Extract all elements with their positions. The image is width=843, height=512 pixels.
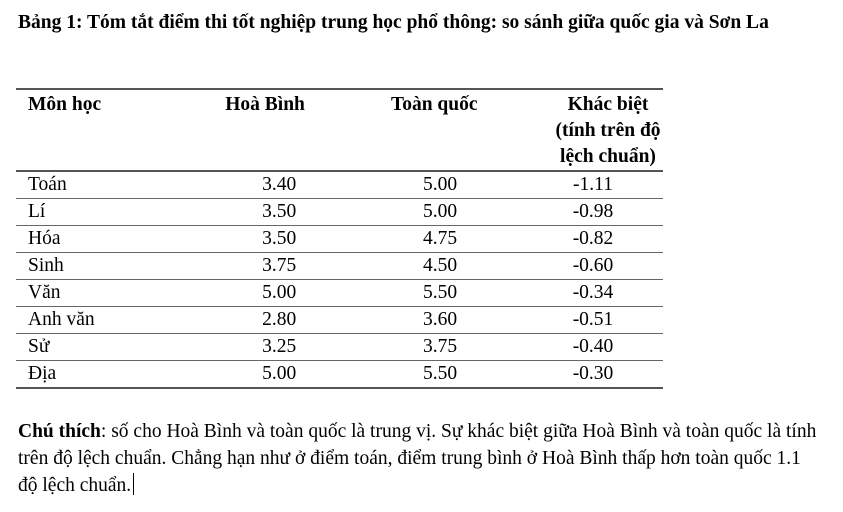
cell-subject: Lí — [16, 198, 202, 226]
cell-subject: Văn — [16, 279, 202, 307]
table-row: Anh văn 2.80 3.60 -0.51 — [16, 306, 663, 334]
table-row: Toán 3.40 5.00 -1.11 — [16, 171, 663, 199]
cell-difference: -0.51 — [523, 306, 663, 334]
header-national: Toàn quốc — [391, 94, 478, 115]
cell-hoa-binh: 3.50 — [201, 225, 357, 253]
cell-difference: -0.40 — [523, 333, 663, 361]
cell-hoa-binh: 3.75 — [201, 252, 357, 280]
cell-difference: -0.30 — [523, 360, 663, 389]
cell-national: 4.50 — [357, 252, 523, 280]
cell-difference: -0.82 — [523, 225, 663, 253]
footnote: Chú thích: số cho Hoà Bình và toàn quốc … — [18, 418, 818, 499]
cell-hoa-binh: 5.00 — [201, 279, 357, 307]
cell-subject: Hóa — [16, 225, 202, 253]
cell-subject: Toán — [16, 171, 202, 199]
text-cursor — [133, 473, 135, 495]
cell-difference: -1.11 — [523, 171, 663, 199]
cell-national: 5.00 — [357, 198, 523, 226]
cell-hoa-binh: 3.50 — [201, 198, 357, 226]
header-hoa-binh: Hoà Bình — [225, 94, 305, 115]
cell-hoa-binh: 2.80 — [201, 306, 357, 334]
cell-hoa-binh: 3.25 — [201, 333, 357, 361]
table-row: Văn 5.00 5.50 -0.34 — [16, 279, 663, 307]
cell-difference: -0.60 — [523, 252, 663, 280]
table-row: Sinh 3.75 4.50 -0.60 — [16, 252, 663, 280]
footnote-label: Chú thích — [18, 421, 101, 442]
cell-subject: Anh văn — [16, 306, 202, 334]
cell-difference: -0.34 — [523, 279, 663, 307]
cell-subject: Sinh — [16, 252, 202, 280]
cell-hoa-binh: 3.40 — [201, 171, 357, 199]
header-subject: Môn học — [28, 94, 102, 115]
score-table: Môn học Hoà Bình Toàn quốc Khác biệt (tí… — [16, 88, 663, 389]
header-difference-text: Khác biệt (tính trên độ lệch chuẩn) — [555, 94, 661, 167]
footnote-text: : số cho Hoà Bình và toàn quốc là trung … — [18, 421, 817, 496]
table-title: Bảng 1: Tóm tắt điểm thi tốt nghiệp trun… — [18, 12, 769, 33]
table-row: Hóa 3.50 4.75 -0.82 — [16, 225, 663, 253]
cell-national: 3.60 — [357, 306, 523, 334]
table-row: Sử 3.25 3.75 -0.40 — [16, 333, 663, 361]
table-header-row: Môn học Hoà Bình Toàn quốc Khác biệt (tí… — [16, 89, 663, 171]
cell-national: 5.00 — [357, 171, 523, 199]
header-difference: Khác biệt (tính trên độ lệch chuẩn) — [523, 89, 663, 171]
cell-national: 4.75 — [357, 225, 523, 253]
cell-subject: Địa — [16, 360, 202, 389]
cell-subject: Sử — [16, 333, 202, 361]
cell-national: 5.50 — [357, 279, 523, 307]
cell-difference: -0.98 — [523, 198, 663, 226]
cell-national: 3.75 — [357, 333, 523, 361]
cell-national: 5.50 — [357, 360, 523, 389]
cell-hoa-binh: 5.00 — [201, 360, 357, 389]
table-row: Địa 5.00 5.50 -0.30 — [16, 360, 663, 389]
table-row: Lí 3.50 5.00 -0.98 — [16, 198, 663, 226]
